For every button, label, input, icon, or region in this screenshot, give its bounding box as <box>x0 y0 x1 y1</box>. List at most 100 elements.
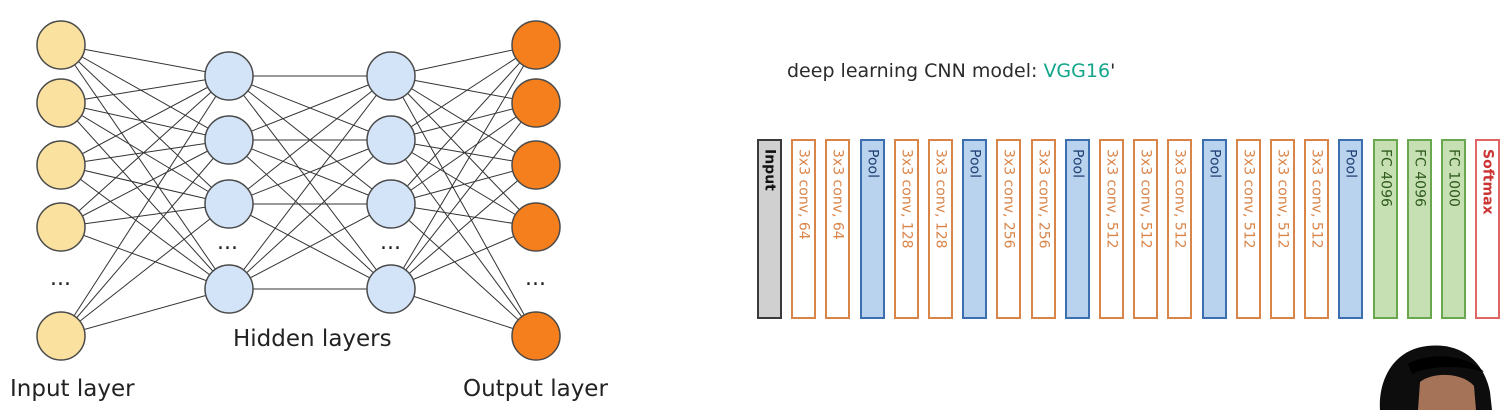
connection-edge <box>60 139 230 337</box>
layer-conv: 3x3 conv, 512 <box>1304 139 1329 319</box>
connection-edge <box>390 164 537 205</box>
layer-softmax: Softmax <box>1475 139 1500 319</box>
connection-edge <box>60 102 230 141</box>
input-layer-label: Input layer <box>10 376 135 402</box>
layer-conv: 3x3 conv, 512 <box>1099 139 1124 319</box>
connection-edge <box>390 75 537 337</box>
connection-edge <box>60 75 230 228</box>
layer-label: 3x3 conv, 512 <box>1103 149 1120 249</box>
input-ellipsis: ... <box>50 266 71 291</box>
hidden1-node <box>204 115 254 165</box>
connection-edge <box>60 75 230 337</box>
layer-label: 3x3 conv, 64 <box>829 149 846 240</box>
layer-fc: FC 1000 <box>1441 139 1466 319</box>
connection-edge <box>390 102 537 205</box>
hidden2-node <box>366 51 416 101</box>
hidden2-node <box>366 264 416 314</box>
connection-edge <box>390 44 537 205</box>
layer-label: 3x3 conv, 512 <box>1137 149 1154 249</box>
layer-conv: 3x3 conv, 512 <box>1236 139 1261 319</box>
connection-edge <box>60 226 230 290</box>
vgg-title-prefix: deep learning CNN model: <box>787 60 1044 82</box>
layer-label: Input <box>761 149 778 191</box>
hidden-ellipsis-1: ... <box>217 230 238 255</box>
hidden-layers-label: Hidden layers <box>233 326 392 352</box>
connection-edge <box>390 75 537 166</box>
layer-label: 3x3 conv, 512 <box>1171 149 1188 249</box>
connection-edge <box>390 288 537 337</box>
connection-edge <box>228 75 392 205</box>
input-node <box>36 311 86 361</box>
layer-conv: 3x3 conv, 512 <box>1270 139 1295 319</box>
connection-edge <box>60 75 230 104</box>
output-node <box>511 78 561 128</box>
layer-input: Input <box>757 139 782 319</box>
connection-edge <box>390 139 537 337</box>
vgg-title: deep learning CNN model: VGG16' <box>787 60 1115 82</box>
connection-edge <box>60 102 230 290</box>
connection-edge <box>60 164 230 290</box>
layer-label: Pool <box>966 149 983 178</box>
layer-label: 3x3 conv, 512 <box>1274 149 1291 249</box>
hidden2-node <box>366 115 416 165</box>
input-node <box>36 140 86 190</box>
connection-edge <box>228 139 392 205</box>
input-node <box>36 20 86 70</box>
layer-label: FC 4096 <box>1377 149 1394 207</box>
connection-edge <box>390 203 537 337</box>
layer-conv: 3x3 conv, 64 <box>791 139 816 319</box>
layer-conv: 3x3 conv, 512 <box>1167 139 1192 319</box>
hidden1-node <box>204 264 254 314</box>
input-node <box>36 78 86 128</box>
connection-edge <box>228 75 392 141</box>
connection-edge <box>390 226 537 290</box>
neural-network-diagram <box>36 20 561 361</box>
layer-conv: 3x3 conv, 128 <box>894 139 919 319</box>
layer-label: Pool <box>864 149 881 178</box>
layer-label: Pool <box>1342 149 1359 178</box>
connection-edge <box>60 288 230 337</box>
connection-edge <box>60 44 230 205</box>
layer-pool: Pool <box>962 139 987 319</box>
connection-edge <box>390 44 537 290</box>
connection-edge <box>60 102 230 205</box>
connection-edge <box>390 164 537 290</box>
connection-edge <box>228 139 392 290</box>
layer-label: 3x3 conv, 128 <box>898 149 915 249</box>
hidden2-node <box>366 179 416 229</box>
connection-edge <box>390 75 537 228</box>
hidden-ellipsis-2: ... <box>380 230 401 255</box>
output-node <box>511 202 561 252</box>
layer-label: Softmax <box>1479 149 1496 215</box>
connection-edge <box>60 203 230 228</box>
connection-edge <box>60 44 230 77</box>
presenter-webcam <box>1372 342 1505 410</box>
layer-label: 3x3 conv, 512 <box>1308 149 1325 249</box>
connection-edge <box>60 75 230 166</box>
connection-edge <box>60 139 230 166</box>
connection-edge <box>390 102 537 141</box>
layer-label: 3x3 conv, 512 <box>1240 149 1257 249</box>
connection-edge <box>228 203 392 290</box>
vgg-title-suffix: ' <box>1110 60 1116 82</box>
connection-edge <box>60 44 230 290</box>
connection-edge <box>60 164 230 205</box>
layer-label: 3x3 conv, 256 <box>1035 149 1052 249</box>
layer-fc: FC 4096 <box>1373 139 1398 319</box>
connection-edge <box>390 44 537 141</box>
connection-edge <box>60 44 230 141</box>
layer-label: FC 4096 <box>1411 149 1428 207</box>
layer-label: Pool <box>1206 149 1223 178</box>
layer-conv: 3x3 conv, 512 <box>1133 139 1158 319</box>
layer-label: 3x3 conv, 256 <box>1000 149 1017 249</box>
hidden1-node <box>204 51 254 101</box>
input-node <box>36 202 86 252</box>
layer-label: 3x3 conv, 64 <box>795 149 812 240</box>
connection-edge <box>60 139 230 228</box>
layer-conv: 3x3 conv, 256 <box>1031 139 1056 319</box>
connection-edge <box>390 139 537 228</box>
vgg-model-name: VGG16 <box>1043 60 1111 82</box>
layer-label: FC 1000 <box>1445 149 1462 207</box>
layer-fc: FC 4096 <box>1407 139 1432 319</box>
connection-edge <box>228 75 392 290</box>
